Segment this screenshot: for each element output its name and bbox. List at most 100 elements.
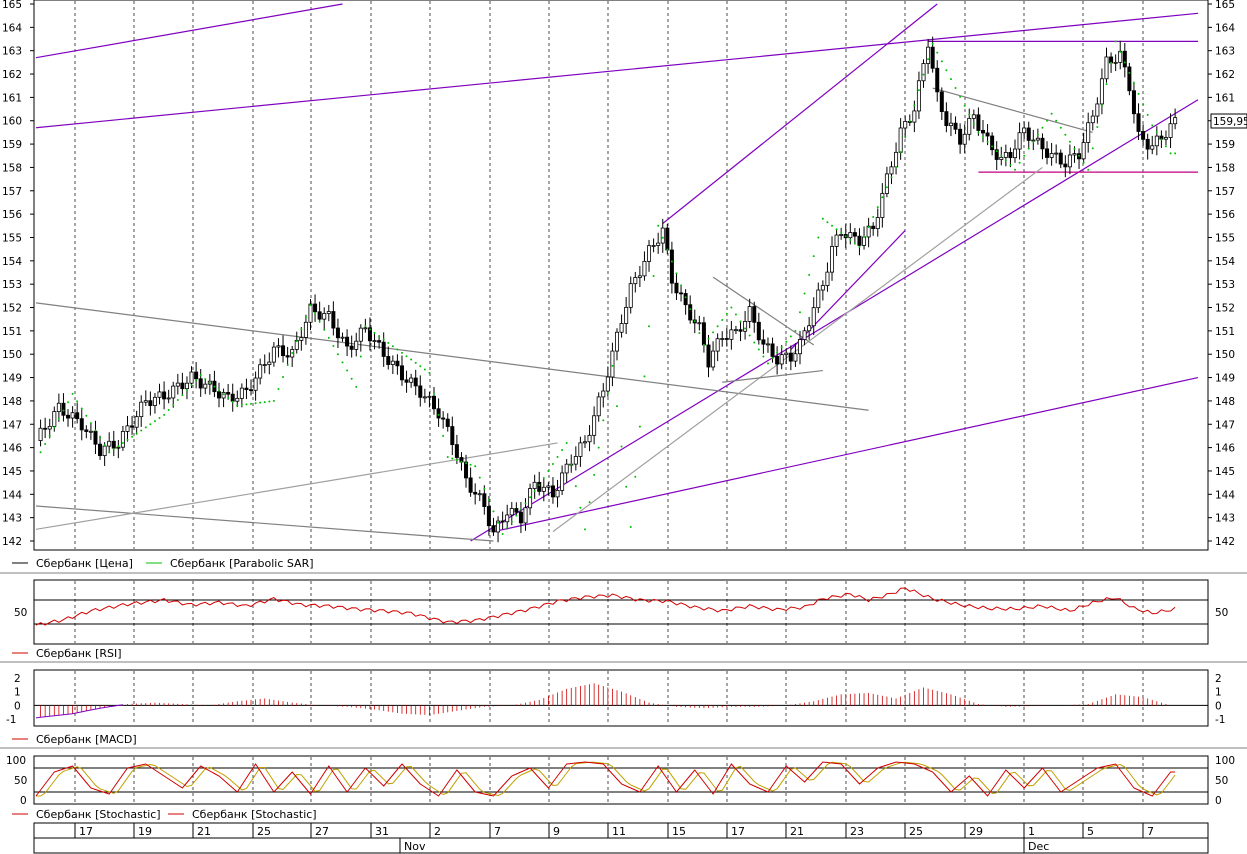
- sar-dot: [1114, 40, 1117, 43]
- stoch-k-line: [35, 761, 1176, 797]
- candle-body: [226, 392, 231, 395]
- trendline: [493, 376, 1199, 533]
- candle-body: [299, 337, 304, 341]
- candle-body: [619, 323, 624, 333]
- candle-body: [926, 46, 931, 64]
- candle-body: [331, 311, 336, 329]
- candle-body: [354, 340, 359, 350]
- candle-body: [747, 306, 752, 322]
- sar-dot: [670, 260, 673, 263]
- macd-tick-left: 2: [14, 673, 21, 685]
- date-label: 11: [612, 825, 626, 838]
- candle-body: [216, 391, 221, 399]
- sar-dot: [620, 445, 623, 448]
- sar-dot: [112, 448, 115, 451]
- candle-body: [1026, 127, 1031, 141]
- candle-body: [615, 331, 620, 352]
- candle-body: [271, 346, 276, 363]
- sar-dot: [515, 514, 518, 517]
- sar-dot: [419, 365, 422, 368]
- sar-dot: [927, 58, 930, 61]
- candle-body: [706, 344, 711, 368]
- candle-body: [1104, 56, 1109, 80]
- candle-body: [157, 391, 162, 398]
- sar-dot: [208, 381, 211, 384]
- sar-dot: [1100, 104, 1103, 107]
- candle-body: [75, 412, 80, 420]
- sar-dot: [355, 385, 358, 388]
- candle-body: [550, 485, 555, 498]
- sar-dot: [423, 368, 426, 371]
- candle-body: [605, 376, 610, 392]
- y-tick-label-right: 155: [1215, 232, 1235, 244]
- sar-dot: [899, 150, 902, 153]
- sar-dot: [1046, 119, 1049, 122]
- candle-body: [592, 415, 597, 436]
- sar-dot: [831, 224, 834, 227]
- candle-body: [1072, 153, 1077, 156]
- sar-dot: [359, 355, 362, 358]
- sar-dot: [62, 409, 65, 412]
- vertical-gridlines: [74, 1, 1144, 803]
- candle-body: [107, 440, 112, 447]
- candle-body: [61, 402, 66, 416]
- y-tick-label-right: 161: [1215, 92, 1235, 104]
- stoch-tick-left: 0: [20, 795, 27, 807]
- candle-body: [729, 329, 734, 340]
- candle-body: [386, 356, 391, 365]
- y-tick-label-left: 158: [2, 162, 22, 174]
- candle-body: [1049, 153, 1054, 158]
- candle-body: [912, 110, 917, 123]
- sar-dot: [707, 337, 710, 340]
- sar-dot: [959, 95, 962, 98]
- sar-dot: [455, 459, 458, 462]
- candle-body: [573, 456, 578, 465]
- y-tick-label-left: 148: [2, 396, 22, 408]
- sar-dot: [542, 476, 545, 479]
- candle-body: [1017, 132, 1022, 150]
- sar-dot: [867, 225, 870, 228]
- date-label: 27: [315, 825, 329, 838]
- candle-body: [903, 121, 908, 129]
- macd-panel-frame: [33, 669, 1209, 727]
- candle-body: [390, 360, 395, 365]
- macd-tick-right: 2: [1215, 673, 1222, 685]
- sar-dot: [858, 245, 861, 248]
- candle-body: [1090, 115, 1095, 124]
- sar-dot: [547, 469, 550, 472]
- sar-dot: [881, 196, 884, 199]
- sar-dot: [309, 304, 312, 307]
- y-tick-label-right: 158: [1215, 162, 1235, 174]
- candle-body: [445, 418, 450, 427]
- candle-body: [788, 352, 793, 362]
- candle-body: [994, 149, 999, 160]
- candle-body: [1163, 137, 1168, 140]
- trendline: [662, 3, 938, 224]
- candle-body: [1118, 50, 1123, 63]
- y-tick-label-left: 152: [2, 303, 22, 315]
- candle-body: [143, 400, 148, 403]
- sar-dot: [721, 318, 724, 321]
- y-tick-label-left: 156: [2, 209, 22, 221]
- sar-dot: [1155, 131, 1158, 134]
- candle-body: [683, 293, 688, 306]
- candle-body: [473, 491, 478, 495]
- sar-dot: [144, 426, 147, 429]
- y-tick-label-right: 159: [1215, 139, 1235, 151]
- candle-body: [624, 306, 629, 324]
- candle-body: [399, 365, 404, 381]
- sar-dot: [158, 417, 161, 420]
- sar-dot: [538, 483, 541, 486]
- candle-body: [367, 327, 372, 342]
- sar-dot: [1000, 154, 1003, 157]
- date-label: 7: [1147, 825, 1154, 838]
- candle-body: [875, 217, 880, 230]
- candle-body: [930, 46, 935, 69]
- y-tick-label-left: 163: [2, 46, 22, 58]
- sar-dot: [176, 399, 179, 402]
- macd-tick-left: 1: [14, 687, 21, 699]
- sar-dot: [712, 331, 715, 334]
- sar-dot: [259, 401, 262, 404]
- sar-dot: [67, 401, 70, 404]
- sar-dot: [1082, 161, 1085, 164]
